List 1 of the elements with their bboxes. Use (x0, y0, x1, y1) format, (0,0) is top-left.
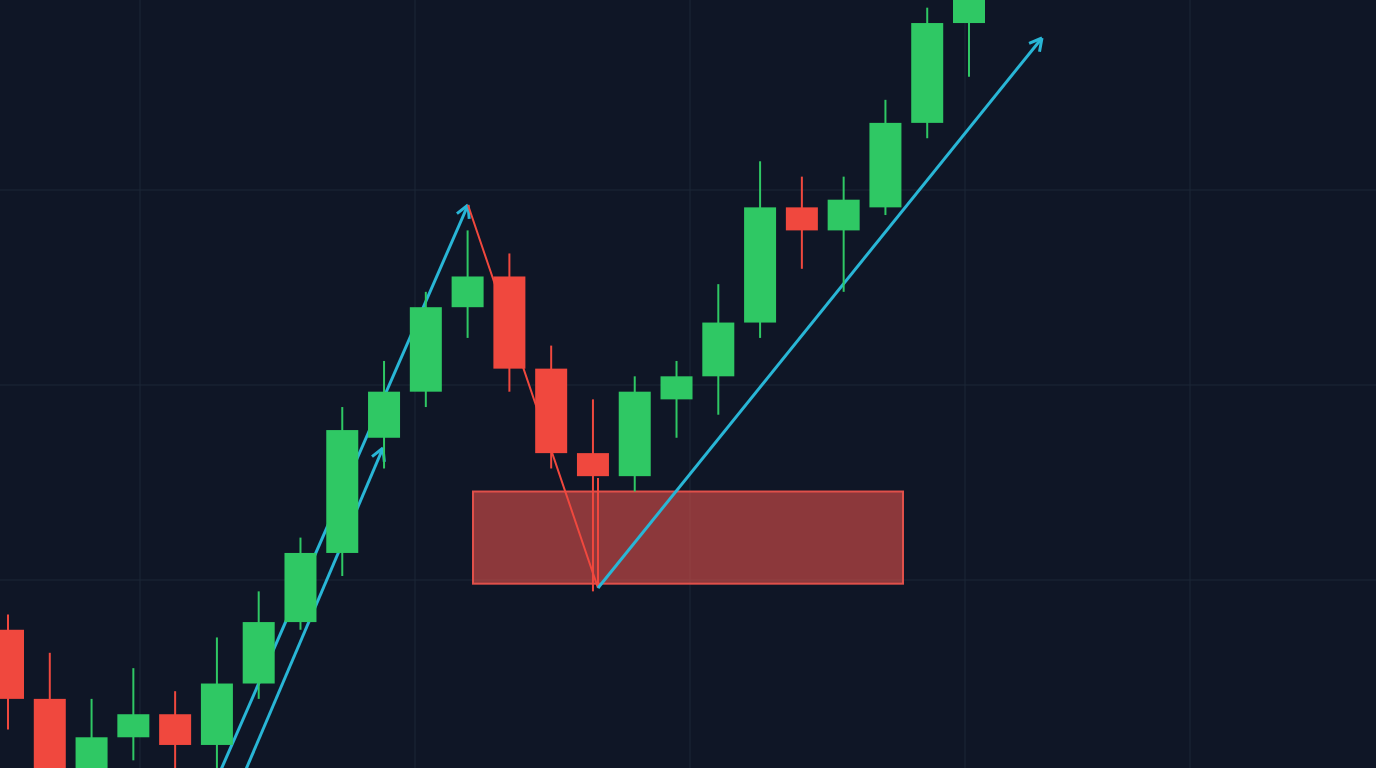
candlestick (576, 398, 609, 593)
